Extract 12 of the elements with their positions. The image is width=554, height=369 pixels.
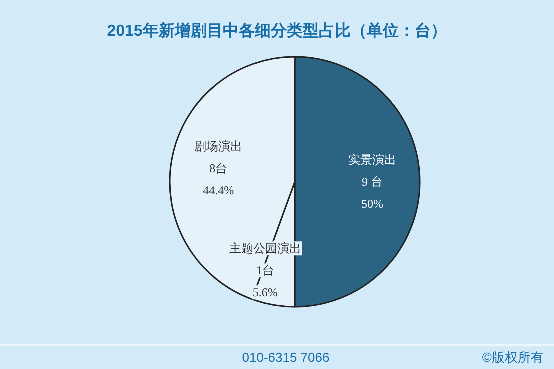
slice-label: 剧场演出 bbox=[194, 140, 243, 154]
text: 5.6% bbox=[252, 286, 278, 300]
text: 010-6315 7066 bbox=[242, 350, 330, 365]
data-label: 8台 bbox=[210, 162, 228, 176]
slice-label: 实景演出 bbox=[348, 153, 396, 167]
slice-label: 主题公园演出 bbox=[229, 242, 302, 256]
text: 44.4% bbox=[203, 184, 234, 198]
data-label: 9 台 bbox=[362, 175, 383, 189]
text: 50% bbox=[362, 197, 384, 211]
chart-title: 2015年新增剧目中各细分类型占比（单位：台） bbox=[107, 22, 447, 40]
text: ©版权所有 bbox=[482, 350, 544, 365]
data-label: 1台 bbox=[256, 264, 274, 278]
